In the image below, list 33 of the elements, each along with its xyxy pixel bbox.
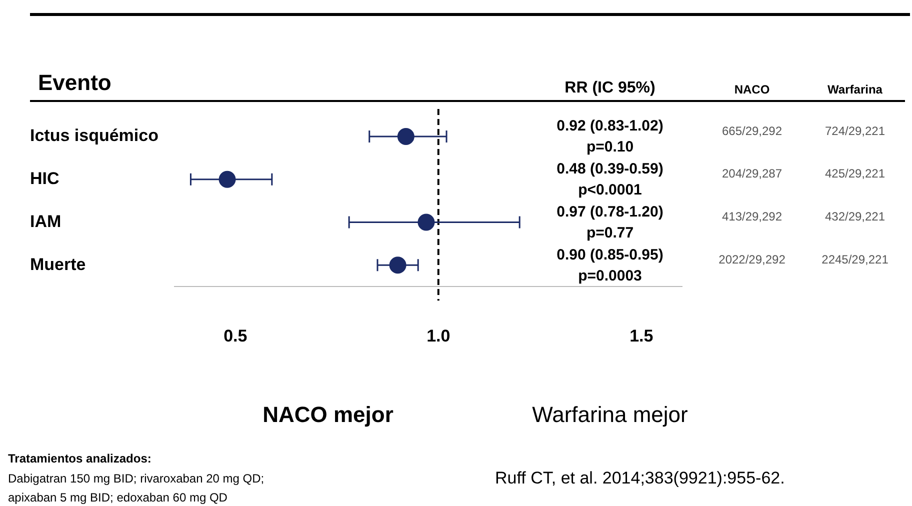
- point: [418, 214, 435, 231]
- point: [397, 128, 414, 145]
- annotation: 0.48 (0.39-0.59) p<0.0001: [556, 160, 664, 198]
- text: apixaban 5 mg BID; edoxaban 60 mg QD: [8, 490, 228, 504]
- x-tick-label: 1.5: [630, 326, 654, 346]
- point: [218, 170, 236, 188]
- text: Tratamientos analizados:: [8, 451, 152, 466]
- text: Dabigatran 150 mg BID; rivaroxaban 20 mg QD;: [8, 471, 264, 486]
- y-tick-label: IAM: [30, 212, 62, 231]
- y-tick-label: Muerte: [30, 254, 86, 274]
- x-tick-label: 0.5: [224, 326, 248, 346]
- point: [389, 256, 406, 274]
- text: 204/29,287: [722, 166, 782, 181]
- y-tick-label: Ictus isquémico: [30, 126, 158, 146]
- text: Warfarina: [828, 82, 883, 96]
- y-tick-label: HIC: [30, 169, 60, 188]
- x-tick-label: 1.0: [426, 326, 450, 346]
- text: Ruff CT, et al. 2014;383(9921):955-62.: [495, 468, 785, 488]
- y-axis-title: Evento: [38, 70, 112, 96]
- text: 432/29,221: [824, 210, 886, 224]
- text: 665/29,292: [722, 124, 782, 138]
- annotation: 0.97 (0.78-1.20) p=0.77: [556, 203, 664, 242]
- text: 2022/29,292: [718, 252, 786, 266]
- text: Warfarina mejor: [532, 402, 688, 428]
- text: RR (IC 95%): [564, 79, 656, 96]
- annotation: 0.92 (0.83-1.02) p=0.10: [556, 118, 664, 156]
- annotation: 0.90 (0.85-0.95) p=0.0003: [556, 246, 664, 284]
- text: NACO mejor: [262, 402, 394, 428]
- text: 413/29,292: [722, 210, 782, 224]
- text: NACO: [734, 82, 770, 96]
- text: 724/29,221: [824, 124, 886, 138]
- text: 425/29,221: [824, 166, 886, 181]
- text: 2245/29,221: [822, 252, 889, 266]
